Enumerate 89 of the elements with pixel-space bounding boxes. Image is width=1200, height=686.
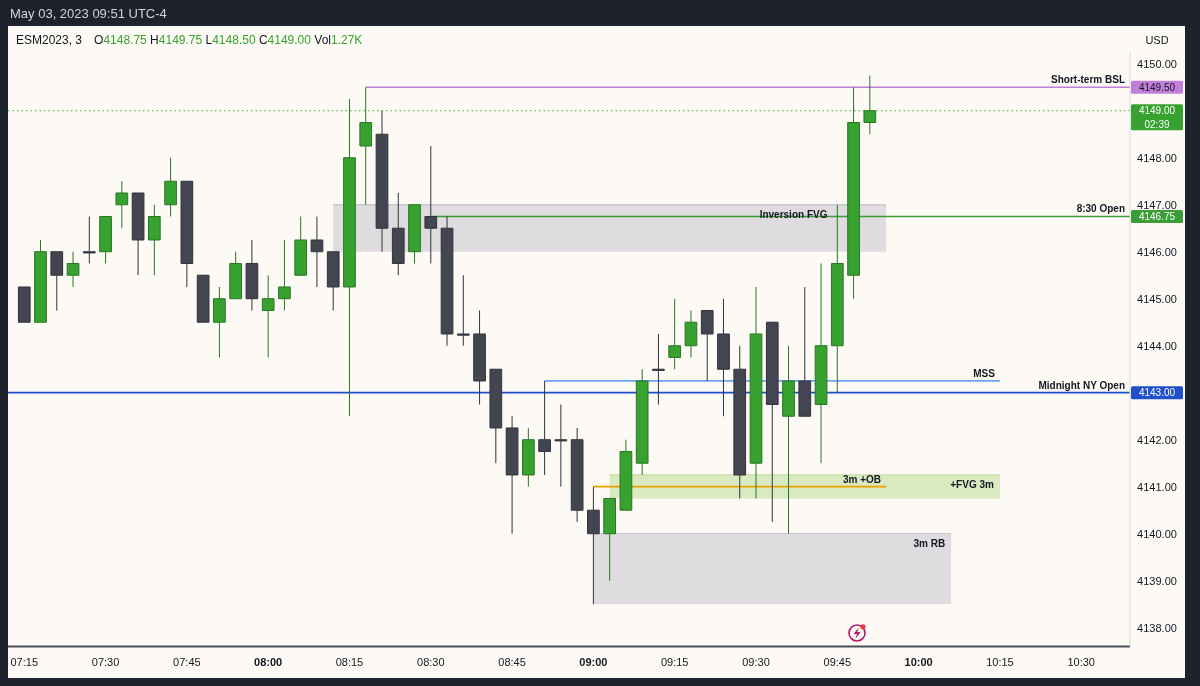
x-tick-label: 10:00 <box>904 656 933 668</box>
candlestick <box>131 192 145 276</box>
candlestick <box>196 274 210 323</box>
y-tick-label: 4143.00 <box>1138 387 1176 399</box>
candlestick <box>798 286 812 417</box>
y-tick-label: 4147.00 <box>1137 198 1177 211</box>
candlestick <box>700 309 714 382</box>
candlestick <box>310 215 324 288</box>
candlestick <box>17 286 31 323</box>
chart-title: ESM2023, 3 <box>16 33 83 47</box>
y-tick-label: 4139.00 <box>1137 574 1177 587</box>
candlestick <box>261 274 275 358</box>
candlestick <box>375 110 389 253</box>
candlestick <box>587 486 600 605</box>
y-tick-label: 4149.50 <box>1138 81 1176 93</box>
y-tick-label: 4138.00 <box>1137 621 1177 634</box>
candlestick <box>717 298 730 417</box>
candlestick <box>538 380 551 476</box>
series-label: 3m +OB <box>843 473 882 485</box>
candlestick <box>115 180 129 229</box>
candlestick <box>652 333 665 405</box>
candlestick <box>765 321 779 523</box>
candlestick <box>294 215 308 276</box>
candlestick <box>34 239 47 323</box>
x-tick-label: 08:30 <box>417 656 445 668</box>
y-tick-label: 4144.00 <box>1137 339 1177 352</box>
x-tick-label: 09:00 <box>579 656 608 668</box>
y-axis-title: USD <box>1145 34 1169 46</box>
x-tick-label: 07:15 <box>10 656 39 668</box>
y-tick-label: 4142.00 <box>1137 433 1177 446</box>
x-tick-label: 10:30 <box>1067 656 1095 668</box>
candlestick <box>66 251 80 288</box>
candlestick <box>50 251 64 311</box>
x-tick-label: 08:15 <box>335 656 364 668</box>
candlestick <box>505 415 519 535</box>
candlestick <box>635 368 649 476</box>
series-label: MSS <box>973 367 996 379</box>
series-label: Midnight NY Open <box>1038 379 1125 391</box>
x-tick-label: 09:15 <box>660 656 689 668</box>
candlestick <box>147 204 161 276</box>
series-label: 3m RB <box>913 537 946 549</box>
candlestick <box>326 251 340 311</box>
candlestick <box>82 215 96 264</box>
candlestick <box>391 192 405 276</box>
x-tick-label: 09:45 <box>823 656 852 668</box>
candlestick <box>570 427 584 523</box>
candlestick <box>164 157 177 217</box>
x-tick-label: 08:00 <box>254 656 283 668</box>
series-label: +FVG 3m <box>950 478 995 490</box>
candlestick <box>684 309 698 358</box>
candlestick <box>213 286 226 358</box>
candlestick <box>473 309 486 405</box>
candlestick <box>521 427 535 488</box>
candlestick <box>440 215 454 347</box>
y-tick-label: 4146.00 <box>1137 245 1177 258</box>
candlestick <box>489 368 503 464</box>
candlestick <box>229 251 243 300</box>
x-tick-label: 10:15 <box>986 656 1014 668</box>
text: May 03, 2023 09:51 UTC-4 <box>10 5 167 21</box>
candlestick <box>749 286 763 499</box>
x-tick-label: 09:30 <box>742 656 770 668</box>
y-tick-label: 4140.00 <box>1137 527 1177 540</box>
y-tick-label: 4149.00 <box>1138 105 1176 117</box>
candlestick <box>668 298 682 370</box>
candlestick <box>782 345 795 535</box>
candlestick <box>456 274 470 347</box>
candlestick <box>245 239 259 311</box>
series-label: Short-term BSL <box>1051 74 1125 86</box>
candlestick <box>99 215 112 264</box>
text: O4148.75 H4149.75 L4148.50 C4149.00 Vol1.27K <box>94 33 363 47</box>
y-tick-label: 4148.00 <box>1137 151 1177 164</box>
y-tick-label: 4141.00 <box>1137 480 1177 493</box>
y-tick-label: 4146.75 <box>1138 210 1176 222</box>
y-tick-label: 4145.00 <box>1137 292 1177 305</box>
candlestick <box>603 497 617 582</box>
candlestick <box>554 403 568 488</box>
candlestick <box>733 345 747 499</box>
candlestick <box>408 204 421 264</box>
candlestick <box>424 145 438 264</box>
candlestick <box>814 262 828 464</box>
x-tick-label: 08:45 <box>498 656 526 668</box>
candlestick <box>619 439 633 511</box>
y-tick-label: 4150.00 <box>1137 57 1177 70</box>
candlestick <box>180 180 194 288</box>
x-tick-label: 07:30 <box>91 656 120 668</box>
candlestick <box>278 239 291 311</box>
series-label: 8:30 Open <box>1076 203 1125 215</box>
x-tick-label: 07:45 <box>173 656 201 668</box>
text: 02:39 <box>1144 118 1170 130</box>
